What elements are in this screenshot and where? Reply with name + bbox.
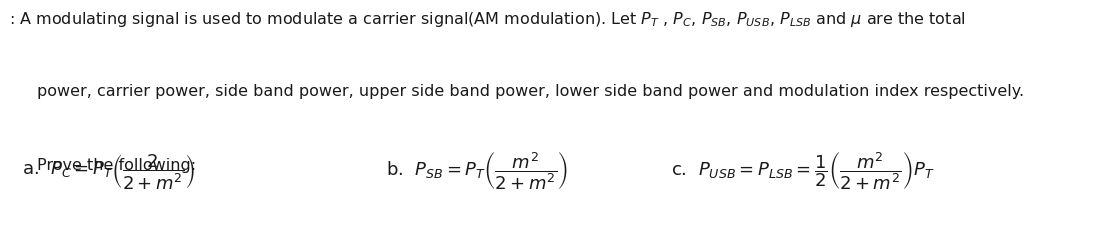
- Text: power, carrier power, side band power, upper side band power, lower side band po: power, carrier power, side band power, u…: [37, 84, 1024, 99]
- Text: c.  $P_{USB} = P_{LSB} = \dfrac{1}{2}\left(\dfrac{m^2}{2+m^2}\right) P_T$: c. $P_{USB} = P_{LSB} = \dfrac{1}{2}\lef…: [671, 150, 935, 192]
- Text: : A modulating signal is used to modulate a carrier signal(AM modulation). Let $: : A modulating signal is used to modulat…: [9, 10, 966, 29]
- Text: b.  $P_{SB} = P_T \left(\dfrac{m^2}{2+m^2}\right)$: b. $P_{SB} = P_T \left(\dfrac{m^2}{2+m^2…: [386, 150, 568, 192]
- Text: a.  $P_C = P_T \left(\dfrac{2}{2+m^2}\right)$: a. $P_C = P_T \left(\dfrac{2}{2+m^2}\rig…: [22, 152, 196, 191]
- Text: Prove the following:: Prove the following:: [37, 158, 196, 173]
